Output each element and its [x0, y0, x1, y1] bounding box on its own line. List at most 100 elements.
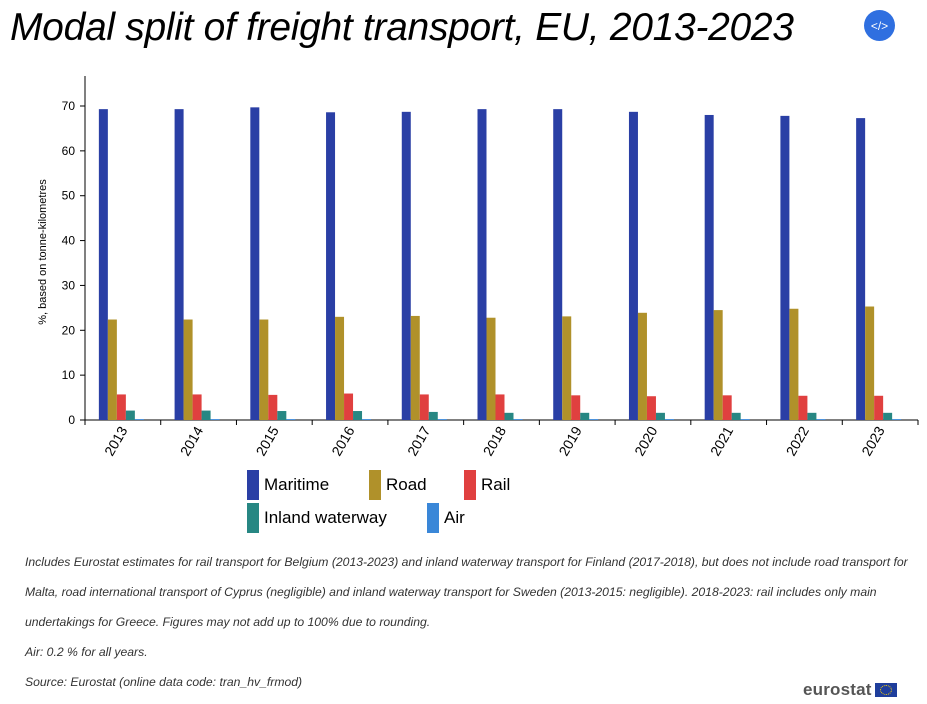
chart-title: Modal split of freight transport, EU, 20… — [10, 6, 794, 49]
y-tick-label: 20 — [62, 323, 76, 337]
x-tick-label: 2023 — [858, 423, 888, 458]
legend-item-maritime[interactable]: Maritime — [247, 470, 329, 500]
chart-notes: Includes Eurostat estimates for rail tra… — [25, 547, 920, 697]
bar-road-2017 — [410, 315, 420, 420]
bar-chart: 0 10 20 30 40 50 60 70 %, based on tonne-kilomet… — [37, 76, 919, 458]
bar-road-2022 — [789, 308, 799, 420]
bar-rail-2023 — [874, 395, 884, 420]
embed-code-button[interactable]: </> — [864, 10, 895, 41]
legend-item-rail[interactable]: Rail — [464, 470, 510, 500]
bar-air-2021 — [740, 419, 750, 420]
legend-swatch — [247, 503, 259, 533]
x-tick-label: 2015 — [252, 423, 282, 458]
bar-rail-2021 — [722, 395, 732, 420]
x-tick-label: 2019 — [555, 423, 585, 458]
bar-inland-waterway-2016 — [353, 411, 363, 420]
note-estimates: Includes Eurostat estimates for rail tra… — [25, 555, 908, 629]
bar-road-2016 — [335, 316, 345, 420]
bar-inland-waterway-2014 — [201, 410, 211, 420]
x-tick-label: 2018 — [480, 423, 510, 458]
legend-item-air[interactable]: Air — [427, 503, 465, 533]
x-tick-label: 2021 — [707, 423, 737, 458]
note-air: Air: 0.2 % for all years. — [25, 645, 148, 659]
y-axis-title: %, based on tonne-kilometres — [37, 179, 49, 325]
x-tick-label: 2022 — [783, 423, 813, 458]
bar-maritime-2021 — [704, 114, 714, 420]
bar-inland-waterway-2019 — [580, 412, 590, 420]
bar-rail-2018 — [495, 394, 505, 420]
legend-label: Road — [386, 475, 427, 494]
legend-swatch — [247, 470, 259, 500]
y-tick-label: 70 — [62, 99, 76, 113]
bar-inland-waterway-2018 — [504, 412, 514, 420]
bar-road-2019 — [562, 316, 572, 420]
y-tick-label: 0 — [68, 413, 75, 427]
note-source: Source: Eurostat (online data code: tran… — [25, 675, 303, 689]
bar-maritime-2017 — [401, 111, 411, 421]
bar-road-2015 — [259, 319, 269, 420]
eurostat-logo: eurostat — [803, 680, 897, 700]
eu-flag-icon — [874, 683, 897, 697]
bar-air-2016 — [362, 419, 372, 420]
y-tick-label: 60 — [62, 144, 76, 158]
legend-label: Air — [444, 508, 465, 527]
bar-road-2018 — [486, 317, 496, 420]
x-tick-label: 2016 — [328, 423, 358, 458]
legend-swatch — [369, 470, 381, 500]
bar-inland-waterway-2013 — [125, 410, 135, 420]
bar-air-2019 — [589, 419, 599, 420]
bar-maritime-2018 — [477, 109, 487, 420]
bar-inland-waterway-2017 — [428, 411, 438, 420]
y-tick-label: 10 — [62, 368, 76, 382]
bar-maritime-2013 — [98, 109, 108, 420]
y-tick-label: 40 — [62, 234, 76, 248]
bar-rail-2019 — [571, 395, 581, 420]
bar-road-2023 — [865, 306, 875, 420]
bar-rail-2020 — [646, 396, 656, 420]
bar-air-2013 — [134, 419, 144, 420]
bar-rail-2017 — [419, 394, 429, 420]
bar-inland-waterway-2021 — [731, 412, 741, 420]
legend-swatch — [464, 470, 476, 500]
bar-rail-2022 — [798, 395, 808, 420]
bar-road-2020 — [637, 312, 647, 420]
bar-maritime-2020 — [628, 111, 638, 421]
bar-maritime-2015 — [250, 107, 260, 421]
legend-item-road[interactable]: Road — [369, 470, 427, 500]
legend-label: Maritime — [264, 475, 330, 494]
bar-inland-waterway-2020 — [655, 412, 665, 420]
code-icon: </> — [870, 18, 889, 33]
bar-air-2023 — [892, 419, 902, 420]
bar-inland-waterway-2023 — [883, 412, 893, 420]
bar-maritime-2023 — [856, 118, 866, 421]
legend-label: Inland waterway — [264, 508, 387, 527]
bar-air-2018 — [513, 419, 523, 420]
bar-air-2022 — [816, 419, 826, 420]
legend-item-inland-waterway[interactable]: Inland waterway — [247, 503, 387, 533]
bar-road-2021 — [713, 310, 723, 420]
legend-label: Rail — [481, 475, 511, 494]
bar-maritime-2014 — [174, 109, 184, 420]
bar-maritime-2019 — [553, 109, 563, 420]
bar-maritime-2016 — [326, 112, 336, 420]
bar-rail-2014 — [192, 394, 202, 420]
bar-maritime-2022 — [780, 115, 790, 421]
x-tick-label: 2017 — [404, 423, 434, 458]
bar-air-2020 — [664, 419, 674, 420]
bar-inland-waterway-2022 — [807, 412, 817, 420]
bar-air-2015 — [286, 419, 296, 420]
x-tick-label: 2013 — [101, 423, 131, 458]
bar-road-2013 — [107, 319, 117, 420]
bar-inland-waterway-2015 — [277, 411, 287, 420]
legend-swatch — [427, 503, 439, 533]
bar-rail-2013 — [116, 394, 126, 420]
x-tick-label: 2014 — [177, 423, 207, 458]
y-tick-label: 50 — [62, 189, 76, 203]
bar-air-2017 — [437, 419, 447, 420]
logo-text: eurostat — [803, 680, 872, 699]
bar-road-2014 — [183, 319, 193, 420]
y-tick-label: 30 — [62, 278, 76, 292]
bar-air-2014 — [210, 419, 220, 420]
x-tick-label: 2020 — [631, 423, 661, 458]
bar-rail-2016 — [344, 393, 354, 420]
